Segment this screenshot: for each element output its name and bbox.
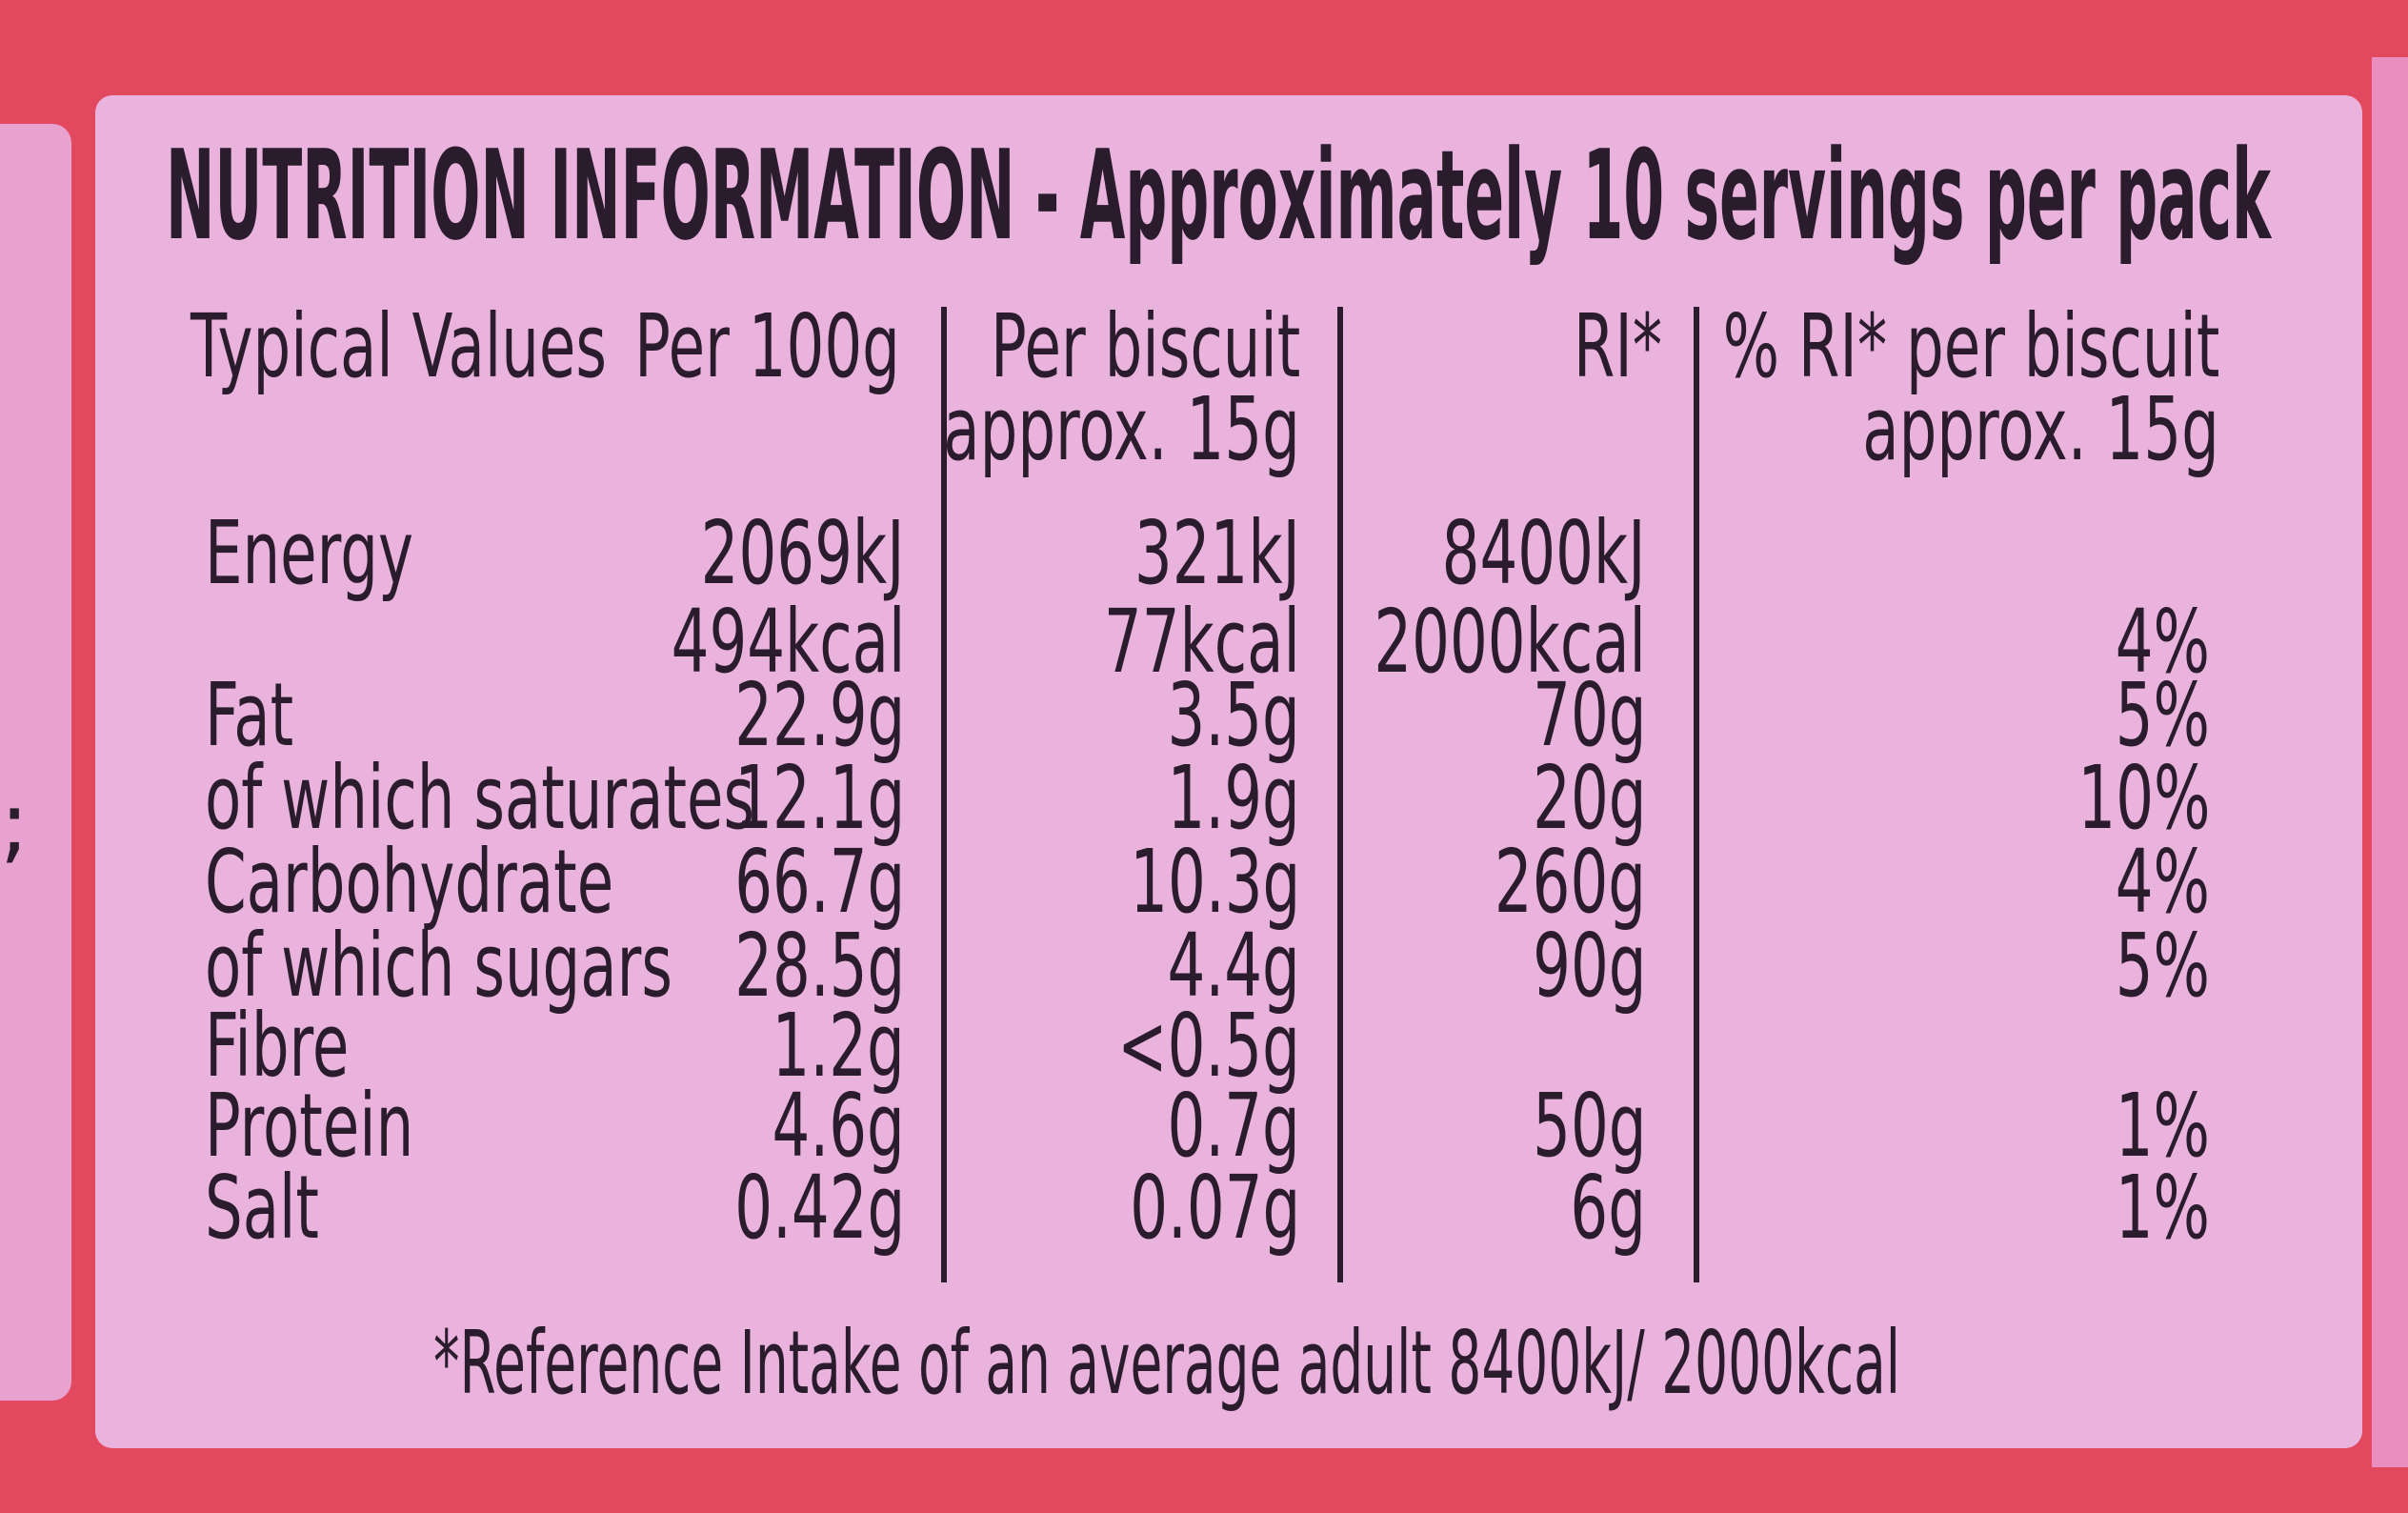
nutrient-name: Fat	[205, 664, 294, 766]
cell-value: 1.9g	[1167, 747, 1300, 849]
fragment: ;	[0, 774, 30, 874]
cell-value: 10%	[2077, 747, 2210, 849]
cell-value: 50g	[1532, 1075, 1646, 1177]
nutrient-name: Protein	[205, 1075, 414, 1177]
cell-value: 8400kJ	[1442, 502, 1646, 604]
cell-value: 1%	[2115, 1157, 2210, 1259]
left-panel	[0, 124, 71, 1401]
cell-value: 0.42g	[733, 1157, 905, 1259]
cell-value: 10.3g	[1129, 831, 1300, 933]
label-panel	[95, 95, 2362, 1448]
cell-value: 260g	[1494, 831, 1646, 933]
cell-value: <0.5g	[1117, 995, 1300, 1097]
cell-value: 12.1g	[733, 747, 905, 849]
nutrient-name: of which saturates	[205, 747, 755, 849]
cell-value: 5%	[2115, 915, 2210, 1017]
cell-value: 4.4g	[1167, 915, 1300, 1017]
cell-value: 28.5g	[733, 915, 905, 1017]
column-divider	[1694, 307, 1699, 1282]
column-header: Per biscuit	[990, 295, 1300, 397]
cell-value: 321kJ	[1134, 502, 1300, 604]
cell-value: 3.5g	[1167, 664, 1300, 766]
cell-value: 22.9g	[733, 664, 905, 766]
cell-value: 5%	[2115, 664, 2210, 766]
title: NUTRITION INFORMATION - Approximately 10…	[166, 123, 2271, 268]
cell-value: 4.6g	[772, 1075, 905, 1177]
cell-value: 66.7g	[733, 831, 905, 933]
cell-value: 6g	[1570, 1157, 1646, 1259]
nutrient-name: Salt	[205, 1157, 319, 1259]
column-header: RI*	[1573, 295, 1662, 397]
cell-value: 90g	[1532, 915, 1646, 1017]
cell-value: 4%	[2115, 831, 2210, 933]
cell-value: 70g	[1532, 664, 1646, 766]
column-header: Per 100g	[634, 295, 900, 397]
column-header: Typical Values	[191, 295, 607, 397]
cell-value: 1%	[2115, 1075, 2210, 1177]
cell-value: 494kcal	[671, 591, 905, 693]
column-divider	[941, 307, 947, 1282]
footnote: *Reference Intake of an average adult 84…	[433, 1312, 1900, 1414]
column-header: % RI* per biscuit	[1722, 295, 2219, 397]
right-panel	[2372, 57, 2408, 1467]
cell-value: 0.07g	[1129, 1157, 1300, 1259]
column-divider	[1337, 307, 1343, 1282]
nutrient-name: Carbohydrate	[205, 831, 614, 933]
column-header: approx. 15g	[943, 378, 1300, 480]
cell-value: 77kcal	[1104, 591, 1300, 693]
cell-value: 2000kcal	[1374, 591, 1646, 693]
cell-value: 4%	[2115, 591, 2210, 693]
cell-value: 2069kJ	[701, 502, 905, 604]
cell-value: 0.7g	[1167, 1075, 1300, 1177]
cell-value: 1.2g	[772, 995, 905, 1097]
nutrient-name: Fibre	[205, 995, 350, 1097]
cell-value: 20g	[1532, 747, 1646, 849]
column-header: approx. 15g	[1862, 378, 2219, 480]
nutrient-name: Energy	[205, 502, 414, 604]
nutrient-name: of which sugars	[205, 915, 672, 1017]
